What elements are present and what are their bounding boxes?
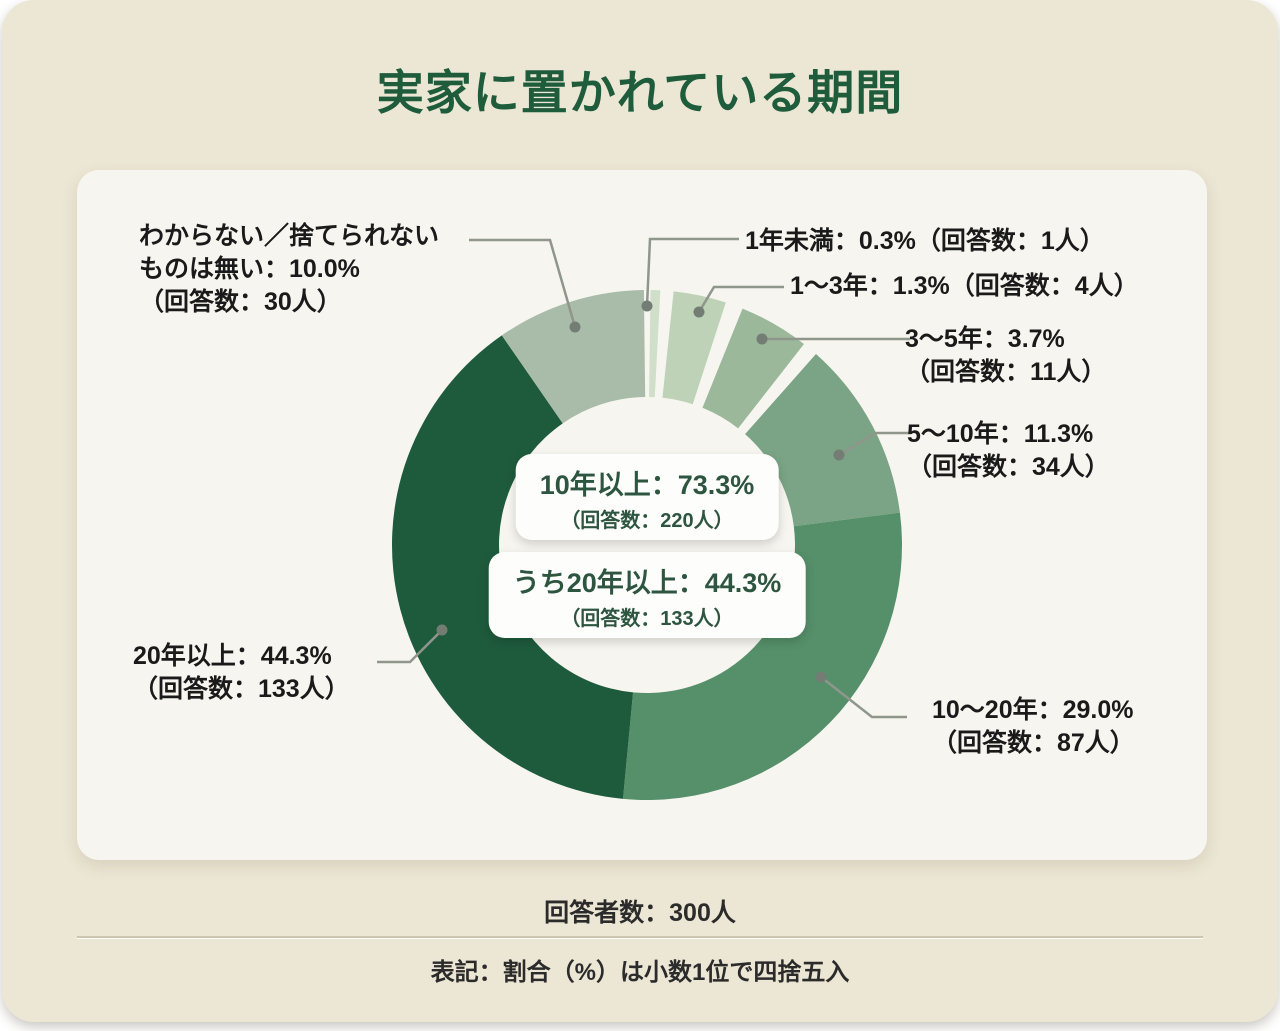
donut-chart (377, 237, 910, 801)
center-box-10plus: 10年以上：73.3% （回答数：220人） (515, 454, 779, 540)
center-box-20plus-count: （回答数：133人） (560, 608, 734, 630)
label-10to20y: 10～20年：29.0% （回答数：87人） (932, 696, 1135, 757)
donut-slice-0 (649, 290, 661, 398)
center-box-10plus-count: （回答数：220人） (560, 510, 734, 532)
donut-slice-1 (662, 291, 726, 405)
leader-1to3y (697, 285, 784, 313)
label-3to5y: 3～5年：3.7% （回答数：11人） (905, 325, 1107, 386)
leader-20plus (377, 629, 443, 664)
label-20plus: 20年以上：44.3% （回答数：133人） (133, 642, 350, 703)
leader-unknown (469, 238, 577, 328)
footer-divider (77, 936, 1203, 939)
rounding-note: 表記：割合（%）は小数1位で四捨五入 (430, 959, 850, 986)
center-box-10plus-value: 10年以上：73.3% (539, 470, 755, 500)
center-summary: 10年以上：73.3% （回答数：220人） うち20年以上：44.3% （回答… (488, 454, 806, 638)
center-box-20plus: うち20年以上：44.3% （回答数：133人） (488, 552, 806, 638)
page-title: 実家に置かれている期間 (376, 66, 904, 119)
label-unknown: わからない／捨てられない ものは無い：10.0% （回答数：30人） (139, 222, 440, 316)
leader-dot-5to10y (833, 449, 845, 461)
leader-dot-1to3y (693, 306, 705, 318)
donut-slice-6 (501, 290, 646, 424)
donut-slice-5 (391, 335, 634, 799)
leader-dot-unknown (569, 321, 581, 333)
respondents-total: 回答者数：300人 (544, 899, 736, 927)
chart-card: わからない／捨てられない ものは無い：10.0% （回答数：30人） 1年未満：… (77, 170, 1207, 860)
donut-slice-3 (745, 354, 900, 527)
leader-dot-under1y (641, 300, 653, 312)
leader-lines (377, 237, 910, 719)
label-5to10y: 5～10年：11.3% （回答数：34人） (907, 420, 1110, 481)
leader-under1y (645, 237, 739, 307)
donut-slices (391, 290, 902, 801)
label-under1y: 1年未満：0.3%（回答数：1人） (745, 227, 1105, 255)
center-box-20plus-value: うち20年以上：44.3% (512, 568, 782, 598)
leader-dot-3to5y (756, 333, 768, 345)
leader-dot-20plus (436, 624, 448, 636)
leader-5to10y (838, 431, 910, 457)
leader-10to20y (820, 676, 907, 719)
label-1to3y: 1～3年：1.3%（回答数：4人） (790, 272, 1139, 300)
leader-dot-10to20y (815, 671, 827, 683)
donut-slice-4 (623, 512, 902, 801)
